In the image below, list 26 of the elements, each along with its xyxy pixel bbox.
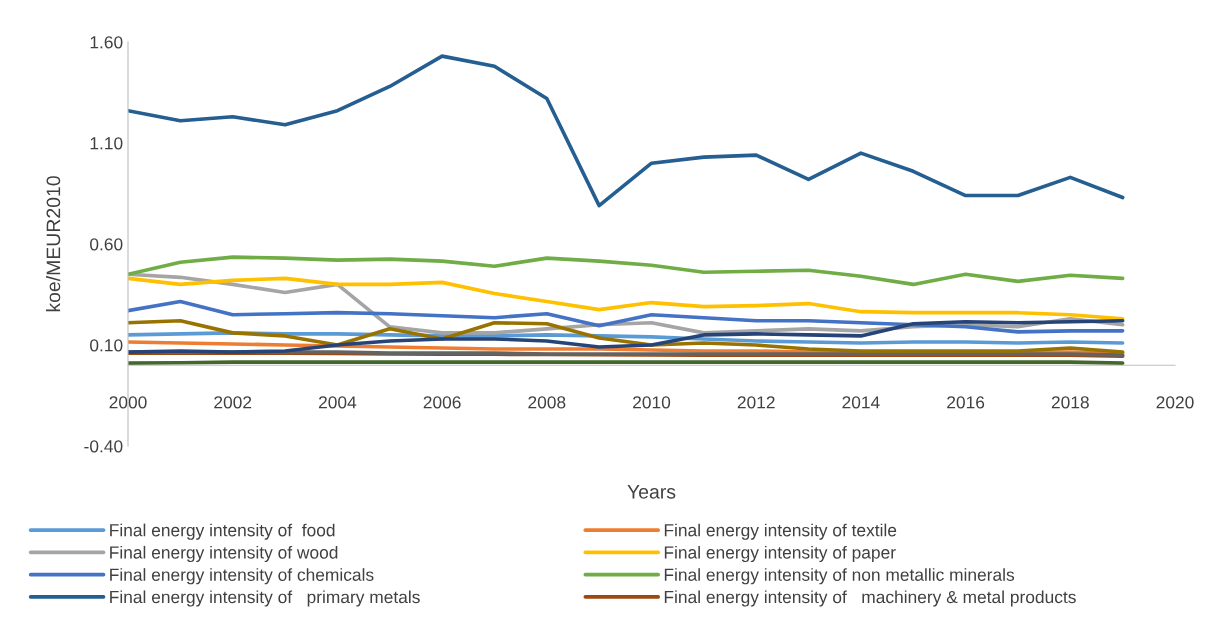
x-tick-label: 2010 <box>633 396 671 409</box>
legend-label: Final energy intensity of non metallic minerals <box>664 568 1015 585</box>
x-axis-title: Years <box>627 485 676 499</box>
y-tick-label: 1.10 <box>90 137 123 150</box>
x-tick-label: 2016 <box>947 396 985 409</box>
x-tick-label: 2002 <box>214 396 252 409</box>
legend-label: Final energy intensity of food <box>110 523 335 540</box>
legend-label: Final energy intensity of chemicals <box>110 568 374 585</box>
x-tick-label: 2000 <box>109 396 147 409</box>
y-tick-label: 0.60 <box>90 238 123 251</box>
y-tick-label: 0.10 <box>90 339 123 352</box>
legend-label: Final energy intensity of paper <box>664 545 896 563</box>
legend-label: Final energy intensity of textile <box>664 523 897 540</box>
x-tick-label: 2018 <box>1051 396 1089 409</box>
y-axis-title: koe/MEUR2010 <box>46 176 61 312</box>
x-tick-label: 2012 <box>737 396 775 409</box>
legend-label: Final energy intensity of wood <box>110 545 338 563</box>
x-tick-label: 2006 <box>423 396 461 409</box>
x-tick-label: 2014 <box>842 396 880 409</box>
y-tick-label: 1.60 <box>90 36 123 49</box>
x-tick-label: 2004 <box>318 396 357 409</box>
legend-label: Final energy intensity of machinery & metal products <box>664 590 1076 607</box>
legend-label: Final energy intensity of primary metals <box>110 590 420 607</box>
x-tick-label: 2020 <box>1156 396 1194 409</box>
x-tick-label: 2008 <box>528 396 566 409</box>
y-tick-label: -0.40 <box>84 440 123 453</box>
